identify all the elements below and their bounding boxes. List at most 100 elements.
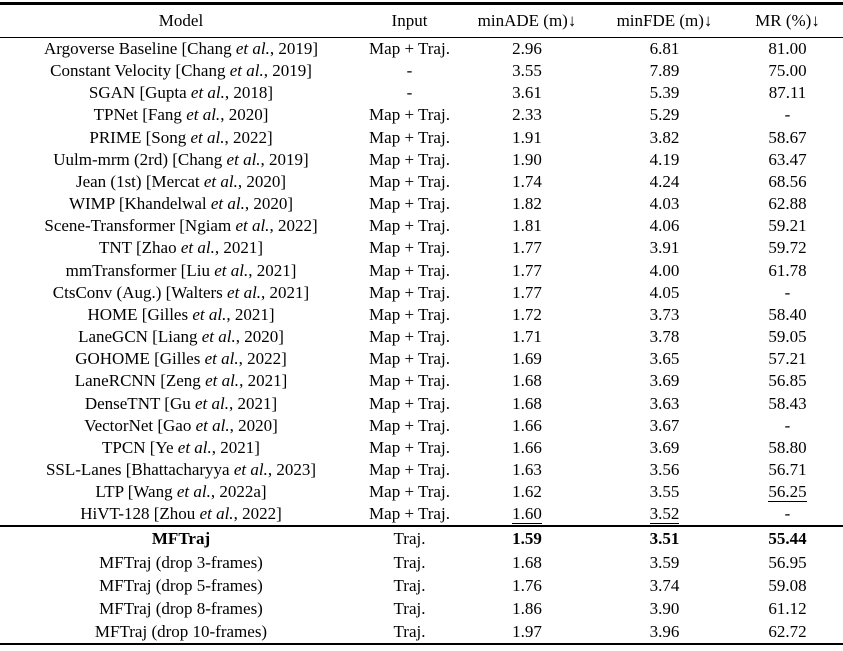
table-row: CtsConv (Aug.) [Walters et al., 2021] Map…	[0, 282, 843, 304]
et-al-italic: et al.	[201, 327, 236, 347]
cell-input: Map + Traj.	[369, 216, 450, 236]
cell-minade: 1.69	[512, 349, 542, 369]
table-row: Argoverse Baseline [Chang et al., 2019] M…	[0, 38, 843, 61]
cell-mr: 58.67	[768, 127, 807, 147]
cell-model: MFTraj (drop 10-frames)	[94, 622, 268, 642]
cell-model: PRIME [Song et al., 2022]	[89, 127, 273, 147]
cell-minfde: 3.67	[649, 415, 680, 435]
col-header-input: Input	[362, 3, 457, 38]
cell-minade: 1.77	[512, 282, 542, 302]
cell-minfde: 3.52	[597, 503, 732, 526]
col-header-minade: minADE (m)↓	[457, 3, 597, 38]
cell-minfde: 4.06	[649, 216, 680, 236]
cell-minfde: 3.73	[649, 304, 680, 324]
cell-mr: 62.72	[768, 622, 807, 642]
et-al-italic: et al.	[199, 504, 234, 524]
cell-minfde: 3.56	[649, 459, 680, 479]
cell-minade: 1.82	[512, 194, 542, 214]
cell-minfde: 4.24	[649, 171, 680, 191]
cell-minade: 1.66	[512, 437, 542, 457]
cell-mr: 68.56	[768, 171, 807, 191]
cell-model: MFTraj (drop 5-frames)	[99, 575, 263, 595]
table-row: LaneRCNN [Zeng et al., 2021] Map + Traj. 1…	[0, 370, 843, 392]
et-al-italic: et al.	[180, 238, 215, 258]
cell-minade: 1.90	[512, 149, 542, 169]
et-al-italic: et al.	[190, 127, 225, 147]
bold-value: 1.59	[512, 529, 542, 549]
cell-input: Map + Traj.	[369, 304, 450, 324]
cell-mr: 81.00	[768, 39, 807, 58]
et-al-italic: et al.	[210, 194, 245, 214]
cell-input: Map + Traj.	[369, 238, 450, 258]
table-row: mmTransformer [Liu et al., 2021] Map + Tr…	[0, 260, 843, 282]
cell-input: Map + Traj.	[369, 105, 450, 125]
cell-input: Map + Traj.	[369, 149, 450, 169]
et-al-italic: et al.	[227, 282, 262, 302]
cell-mr: 56.25	[732, 481, 843, 503]
et-al-italic: et al.	[233, 459, 268, 479]
table-row: VectorNet [Gao et al., 2020] Map + Traj. 1…	[0, 415, 843, 437]
table-row: LTP [Wang et al., 2022a] Map + Traj. 1.62 3…	[0, 481, 843, 503]
cell-model: HiVT-128 [Zhou et al., 2022]	[80, 504, 282, 524]
cell-input: Map + Traj.	[369, 459, 450, 479]
cell-minade: 1.91	[512, 127, 542, 147]
cell-model: GOHOME [Gilles et al., 2022]	[75, 349, 287, 369]
cell-mr: 56.95	[768, 552, 807, 572]
cell-input: Map + Traj.	[369, 482, 450, 502]
cell-model: VectorNet [Gao et al., 2020]	[84, 415, 278, 435]
bold-value: MFTraj	[151, 529, 211, 549]
cell-mr: 58.80	[768, 437, 807, 457]
cell-minade: 1.77	[512, 238, 542, 258]
cell-minfde: 4.00	[649, 260, 680, 280]
et-al-italic: et al.	[235, 39, 270, 58]
table-row: TPNet [Fang et al., 2020] Map + Traj. 2.33…	[0, 104, 843, 126]
cell-input: Map + Traj.	[369, 504, 450, 524]
cell-model: TNT [Zhao et al., 2021]	[98, 238, 263, 258]
cell-model: Jean (1st) [Mercat et al., 2020]	[75, 171, 287, 191]
et-al-italic: et al.	[214, 260, 249, 280]
cell-minade: 1.72	[512, 304, 542, 324]
table-row: DenseTNT [Gu et al., 2021] Map + Traj. 1.6…	[0, 393, 843, 415]
cell-mr: 56.71	[768, 459, 807, 479]
cell-minade: 1.81	[512, 216, 542, 236]
cell-minfde: 3.96	[649, 622, 680, 642]
table-row: MFTraj (drop 3-frames) Traj. 1.68 3.59 56.95	[0, 551, 843, 574]
cell-minfde: 7.89	[649, 61, 680, 81]
cell-mr: 63.47	[768, 149, 807, 169]
cell-input: Traj.	[393, 552, 426, 572]
cell-model: LTP [Wang et al., 2022a]	[95, 482, 267, 502]
et-al-italic: et al.	[205, 371, 240, 391]
cell-minade: 1.63	[512, 459, 542, 479]
cell-input: Traj.	[393, 622, 426, 642]
cell-mr: 58.43	[768, 393, 807, 413]
header-row: Model Input minADE (m)↓ minFDE (m)↓ MR (…	[0, 3, 843, 38]
cell-mr: -	[784, 415, 791, 435]
cell-minade: 1.59	[457, 526, 597, 550]
et-al-italic: et al.	[186, 105, 221, 125]
table-row: TPCN [Ye et al., 2021] Map + Traj. 1.66 3.6…	[0, 437, 843, 459]
cell-model: SGAN [Gupta et al., 2018]	[88, 83, 274, 103]
cell-mr: 55.44	[732, 526, 843, 550]
bold-value: 3.51	[649, 529, 680, 549]
cell-model: CtsConv (Aug.) [Walters et al., 2021]	[52, 282, 310, 302]
cell-minade: 1.77	[512, 260, 542, 280]
cell-mr: 59.05	[768, 327, 807, 347]
cell-minfde: 3.69	[649, 371, 680, 391]
bold-value: 55.44	[768, 529, 807, 549]
table-row: Jean (1st) [Mercat et al., 2020] Map + Tr…	[0, 171, 843, 193]
cell-minade: 1.62	[512, 482, 542, 502]
cell-input: Map + Traj.	[369, 127, 450, 147]
table-row: HOME [Gilles et al., 2021] Map + Traj. 1.7…	[0, 304, 843, 326]
table-row: Scene-Transformer [Ngiam et al., 2022] Ma…	[0, 215, 843, 237]
cell-minade: 1.68	[512, 371, 542, 391]
cell-input: -	[406, 83, 413, 103]
cell-model: Scene-Transformer [Ngiam et al., 2022]	[44, 216, 318, 236]
cell-minfde: 3.82	[649, 127, 680, 147]
cell-input: Map + Traj.	[369, 349, 450, 369]
cell-model: LaneRCNN [Zeng et al., 2021]	[74, 371, 288, 391]
col-header-mr: MR (%)↓	[732, 3, 843, 38]
cell-minfde: 3.91	[649, 238, 680, 258]
cell-model: Argoverse Baseline [Chang et al., 2019]	[43, 39, 318, 58]
cell-minade: 1.74	[512, 171, 542, 191]
cell-model: Uulm-mrm (2rd) [Chang et al., 2019]	[53, 149, 309, 169]
